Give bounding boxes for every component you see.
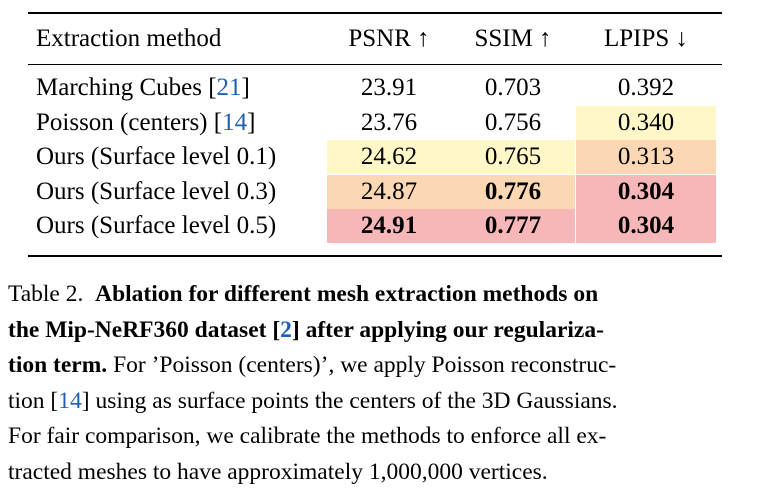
psnr-cell: 23.91 (360, 74, 418, 101)
caption-label: Table 2. (8, 281, 84, 307)
psnr-cell: 23.76 (360, 109, 418, 136)
psnr-cell: 24.91 (327, 209, 451, 243)
table-header-rule (28, 64, 722, 65)
table-row: Ours (Surface level 0.3) 24.87 0.776 0.3… (28, 175, 722, 209)
table-header-row: Extraction method PSNR ↑ SSIM ↑ LPIPS ↓ (28, 12, 722, 52)
lpips-cell: 0.340 (576, 106, 716, 140)
header-psnr: PSNR ↑ (348, 25, 430, 52)
lpips-cell: 0.304 (576, 175, 716, 209)
ssim-cell: 0.756 (484, 109, 542, 136)
method-cell: Marching Cubes [21] (36, 74, 250, 101)
ssim-cell: 0.776 (451, 175, 575, 209)
lpips-cell: 0.304 (576, 209, 716, 243)
table-row: Poisson (centers) [14] 23.76 0.756 0.340 (28, 106, 722, 140)
caption-line: For fair comparison, we calibrate the me… (8, 423, 607, 450)
caption-line: the Mip-NeRF360 dataset [2] after applyi… (8, 316, 604, 343)
method-cell: Ours (Surface level 0.3) (36, 178, 277, 205)
caption-line: tion term. For ’Poisson (centers)’, we a… (8, 352, 617, 379)
citation-link[interactable]: 21 (216, 74, 242, 101)
ssim-cell: 0.765 (451, 140, 575, 174)
lpips-cell: 0.313 (576, 140, 716, 174)
table-bottom-rule (28, 255, 722, 257)
caption-line: Table 2. Ablation for different mesh ext… (8, 281, 599, 307)
table-caption: Table 2. Ablation for different mesh ext… (8, 277, 751, 491)
psnr-cell: 24.87 (327, 175, 451, 209)
ssim-cell: 0.703 (484, 74, 542, 101)
table-top-rule (28, 12, 722, 14)
caption-line: tion [14] using as surface points the ce… (8, 387, 618, 414)
table-row: Marching Cubes [21] 23.91 0.703 0.392 (28, 71, 722, 105)
header-ssim: SSIM ↑ (474, 25, 552, 52)
citation-link[interactable]: 2 (280, 316, 292, 343)
citation-link[interactable]: 14 (222, 109, 248, 136)
ssim-cell: 0.777 (451, 209, 575, 243)
caption-line: tracted meshes to have approximately 1,0… (8, 458, 548, 485)
citation-link[interactable]: 14 (58, 387, 82, 414)
table-row: Ours (Surface level 0.5) 24.91 0.777 0.3… (28, 209, 722, 243)
table-row: Ours (Surface level 0.1) 24.62 0.765 0.3… (28, 140, 722, 174)
psnr-cell: 24.62 (327, 140, 451, 174)
header-lpips: LPIPS ↓ (603, 25, 689, 52)
lpips-cell: 0.392 (617, 74, 675, 101)
method-cell: Poisson (centers) [14] (36, 109, 256, 136)
method-cell: Ours (Surface level 0.1) (36, 143, 277, 170)
header-extraction-method: Extraction method (36, 25, 222, 52)
method-cell: Ours (Surface level 0.5) (36, 212, 277, 239)
